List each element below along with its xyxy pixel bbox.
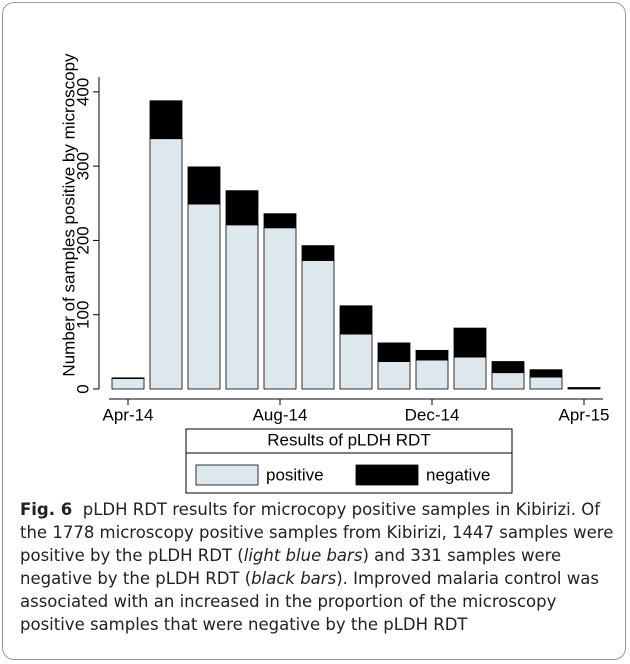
caption-italic: light blue bars [243,546,363,565]
legend-label: positive [266,465,324,484]
bar [567,387,601,390]
bar [111,377,145,380]
x-tick-label: Apr-14 [102,405,153,424]
bar [339,333,373,390]
bar [529,369,563,378]
bar [301,245,335,261]
y-tick-label: 400 [73,78,92,106]
bar [491,372,525,390]
bar [149,100,183,140]
legend-swatch [195,464,259,486]
x-tick-label: Dec-14 [405,405,460,424]
bar [415,359,449,390]
caption-italic: black bars [251,569,337,588]
caption-text: pLDH RDT results for microcopy positive … [20,500,614,565]
bar [529,376,563,390]
chart: Number of samples positive by microscopy… [59,53,610,494]
bar [263,213,297,229]
y-tick-label: 100 [73,301,92,329]
bar [491,361,525,374]
bar [225,190,259,226]
bar [453,327,487,358]
y-tick-label: 300 [73,152,92,180]
caption-text: ). Improved malaria control was associat… [20,569,599,634]
bar [187,203,221,390]
bar [415,349,449,361]
bar [301,260,335,390]
bar [149,138,183,390]
y-tick-label: 200 [73,226,92,254]
x-tick-label: Apr-15 [558,405,609,424]
bar [225,224,259,390]
caption-label: Fig. 6 [20,500,73,519]
bar [263,227,297,390]
bar [339,305,373,335]
legend-label: negative [426,465,490,484]
caption-text: ) and 331 samples were negative by the p… [20,546,562,588]
x-tick-label: Aug-14 [253,405,308,424]
legend-title: Results of pLDH RDT [267,430,430,449]
bar [187,166,221,205]
bar [453,356,487,390]
y-tick-label: 0 [73,384,92,393]
bar [377,342,411,362]
legend-swatch [355,464,419,486]
y-axis-label: Number of samples positive by microscopy [59,53,78,377]
bar [377,361,411,390]
caption: Fig. 6 pLDH RDT results for microcopy po… [20,498,620,636]
bar [111,378,145,390]
